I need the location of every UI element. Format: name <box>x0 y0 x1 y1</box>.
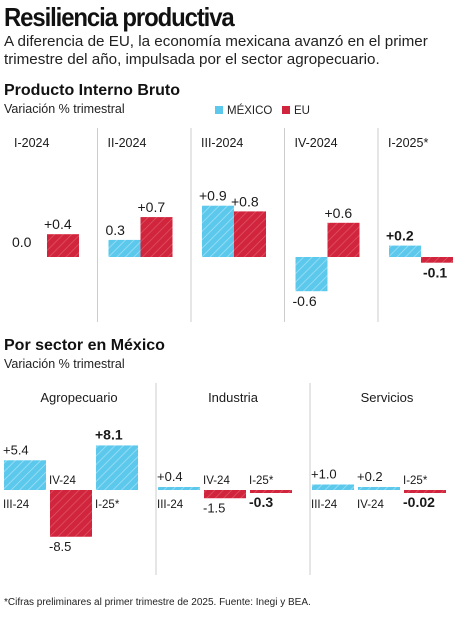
gdp-bar-mexico <box>202 205 234 257</box>
sector-bar <box>50 490 92 537</box>
footnote: *Cifras preliminares al primer trimestre… <box>4 597 311 608</box>
sector-data-label: -0.02 <box>403 494 435 510</box>
sector-category-label: IV-24 <box>49 475 76 487</box>
sector-data-label: +5.4 <box>3 442 29 457</box>
gdp-bar-mexico <box>389 245 421 257</box>
gdp-bar-mexico <box>108 239 141 257</box>
gdp-category-label: IV-2024 <box>295 136 338 150</box>
sector-bar <box>96 445 138 490</box>
page-subtitle: A diferencia de EU, la economía mexicana… <box>4 33 428 68</box>
gdp-data-label: 0.0 <box>12 234 32 250</box>
sector-group-title: Servicios <box>361 390 414 405</box>
gdp-bar-eu <box>421 257 453 263</box>
sector-data-label: -8.5 <box>49 539 71 554</box>
gdp-bar-eu <box>234 211 266 257</box>
legend-mexico-label: MÉXICO <box>227 105 273 117</box>
gdp-category-label: III-2024 <box>201 136 243 150</box>
sector-bar <box>250 490 292 493</box>
sector-data-label: +1.0 <box>311 467 337 482</box>
gdp-bar-mexico <box>295 257 328 292</box>
sector-category-label: III-24 <box>157 499 184 511</box>
sector-category-label: I-25* <box>403 475 428 487</box>
sector-category-label: I-25* <box>249 475 274 487</box>
legend-eu-label: EU <box>294 105 310 117</box>
gdp-category-label: II-2024 <box>108 136 147 150</box>
sector-group-title: Industria <box>208 390 259 405</box>
sector-section-title: Por sector en México <box>4 337 165 354</box>
page-title: Resiliencia productiva <box>4 2 235 32</box>
gdp-section-title: Producto Interno Bruto <box>4 82 180 99</box>
sector-data-label: -1.5 <box>203 500 225 515</box>
sector-bar <box>404 490 446 493</box>
gdp-bar-eu <box>47 234 79 257</box>
gdp-bar-eu <box>140 217 173 257</box>
sector-data-label: +8.1 <box>95 426 123 442</box>
sector-category-label: III-24 <box>3 499 30 511</box>
sector-data-label: +0.4 <box>157 469 183 484</box>
legend-mexico-swatch <box>215 105 223 114</box>
gdp-data-label: +0.9 <box>199 188 227 204</box>
sector-bar <box>358 487 400 490</box>
gdp-category-label: I-2024 <box>14 136 49 150</box>
sector-data-label: -0.3 <box>249 494 273 510</box>
sector-bar <box>204 490 246 499</box>
sector-bar <box>312 484 354 490</box>
gdp-data-label: +0.6 <box>325 205 353 221</box>
legend-eu-swatch <box>282 105 290 114</box>
gdp-data-label: +0.4 <box>44 216 72 232</box>
gdp-data-label: -0.6 <box>293 293 317 309</box>
sector-group-title: Agropecuario <box>40 390 117 405</box>
legend-mexico: MÉXICO <box>215 105 272 117</box>
gdp-data-label: +0.8 <box>231 193 259 209</box>
sector-category-label: IV-24 <box>203 475 230 487</box>
sector-category-label: III-24 <box>311 499 338 511</box>
sector-data-label: +0.2 <box>357 469 383 484</box>
gdp-bar-eu <box>327 222 360 257</box>
sector-category-label: I-25* <box>95 499 120 511</box>
gdp-data-label: -0.1 <box>423 265 447 281</box>
sector-section-subtitle: Variación % trimestral <box>4 357 125 371</box>
gdp-data-label: 0.3 <box>106 222 126 238</box>
legend-eu: EU <box>282 105 310 117</box>
sector-category-label: IV-24 <box>357 499 384 511</box>
gdp-section-subtitle: Variación % trimestral <box>4 102 125 116</box>
gdp-data-label: +0.2 <box>386 228 414 244</box>
sector-bar <box>4 460 46 490</box>
sector-bar <box>158 487 200 490</box>
gdp-category-label: I-2025* <box>388 136 428 150</box>
gdp-data-label: +0.7 <box>138 199 166 215</box>
